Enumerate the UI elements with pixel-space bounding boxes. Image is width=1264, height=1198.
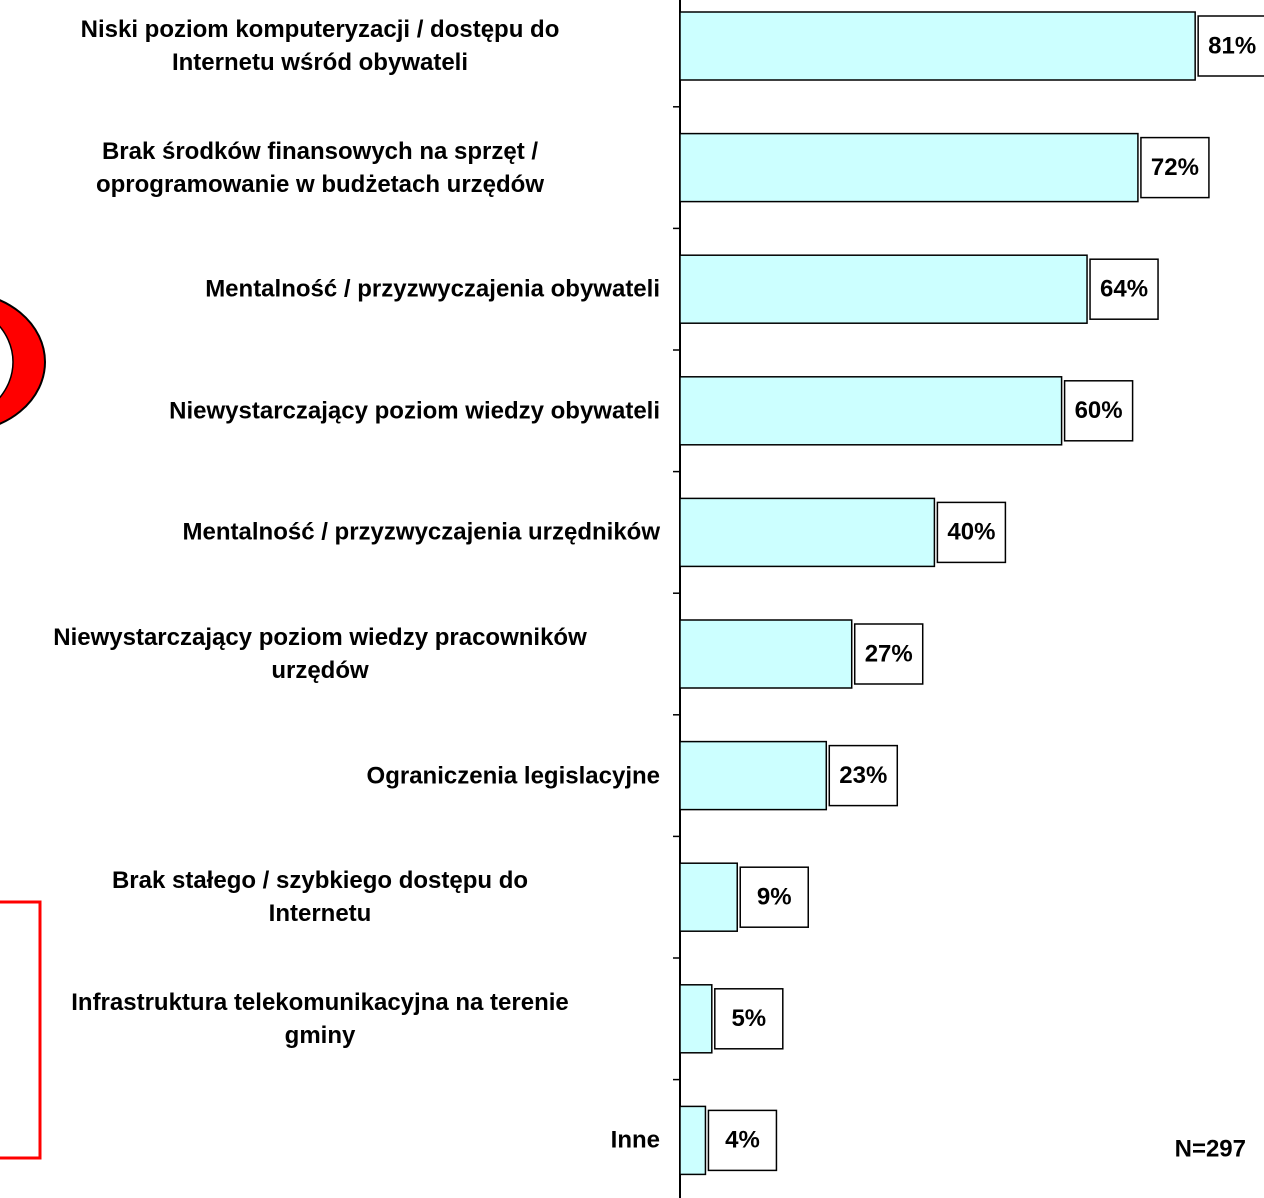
value-label: 4%	[725, 1127, 760, 1154]
category-label: Niski poziom komputeryzacji / dostępu do…	[0, 13, 660, 79]
value-label: 23%	[839, 762, 887, 789]
bar	[680, 377, 1062, 445]
category-label: Niewystarczający poziom wiedzy obywateli	[0, 394, 660, 427]
category-label: Infrastruktura telekomunikacyjna na tere…	[0, 986, 660, 1052]
bar	[680, 620, 852, 688]
value-label: 60%	[1075, 397, 1123, 424]
bar	[680, 985, 712, 1053]
bar	[680, 255, 1087, 323]
category-label: Inne	[0, 1124, 660, 1157]
category-label: Ograniczenia legislacyjne	[0, 759, 660, 792]
value-label: 64%	[1100, 276, 1148, 303]
category-label: Brak środków finansowych na sprzęt / opr…	[0, 135, 660, 201]
value-label: 5%	[731, 1005, 766, 1032]
bar	[680, 12, 1195, 80]
category-label: Mentalność / przyzwyczajenia urzędników	[0, 516, 660, 549]
bar	[680, 498, 934, 566]
category-label: Brak stałego / szybkiego dostępu do Inte…	[0, 864, 660, 930]
bar	[680, 134, 1138, 202]
bar	[680, 863, 737, 931]
value-label: 9%	[757, 884, 792, 911]
category-label: Niewystarczający poziom wiedzy pracownik…	[0, 621, 660, 687]
bar	[680, 742, 826, 810]
value-label: 40%	[947, 519, 995, 546]
bar	[680, 1106, 705, 1174]
annotation: N=297	[1175, 1135, 1246, 1162]
value-label: 72%	[1151, 154, 1199, 181]
page: N=297 81%72%64%60%40%27%23%9%5%4% (() =>…	[0, 0, 1264, 1198]
value-label: 27%	[865, 640, 913, 667]
category-label: Mentalność / przyzwyczajenia obywateli	[0, 273, 660, 306]
value-label: 81%	[1208, 32, 1256, 59]
